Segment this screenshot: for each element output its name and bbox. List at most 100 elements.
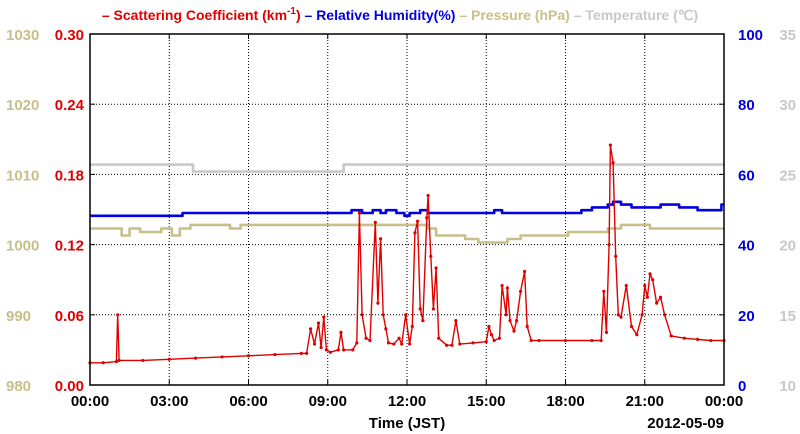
scattering-coefficient-point — [614, 254, 618, 258]
scattering-coefficient-point — [431, 307, 436, 311]
scattering-coefficient-point — [518, 289, 523, 293]
scattering-coefficient-point — [640, 313, 644, 317]
scattering-coefficient-point — [709, 338, 713, 343]
axes: 00:00 03:00 06:00 09:00 12:00 15:00 18:00 21:00… — [6, 27, 796, 410]
scattering-coefficient-point — [425, 216, 429, 220]
pressure-tick-label: 980 — [6, 378, 31, 395]
scattering-coefficient-point — [368, 338, 372, 343]
scattering-coefficient-point — [450, 343, 454, 347]
scattering-coefficient-point — [404, 313, 408, 317]
scattering-coefficient-point — [246, 354, 251, 358]
scattering-coefficient-point — [504, 313, 508, 317]
humidity-tick-label: 100 — [738, 27, 763, 44]
scattering-coefficient-point — [305, 351, 309, 356]
plot-frame — [89, 33, 725, 386]
scattering-coefficient-point — [319, 345, 323, 350]
scattering-coefficient-point — [324, 348, 329, 352]
scattering-coefficient-point — [454, 319, 458, 323]
scattering-coefficient-point — [537, 338, 541, 343]
scattering-coefficient-point — [410, 324, 414, 329]
scattering-tick-label: 0.12 — [55, 238, 84, 255]
scattering-coefficient-point — [220, 355, 224, 359]
scattering-coefficient-point — [429, 254, 433, 258]
scattering-coefficient-point — [602, 289, 606, 293]
temperature-tick-label: 20 — [779, 238, 796, 255]
scattering-coefficient-point — [437, 336, 441, 340]
x-tick-label: 18:00 — [546, 393, 584, 410]
legend-swatch: – — [455, 7, 471, 23]
scattering-coefficient-point — [360, 313, 364, 317]
scattering-coefficient-point — [525, 324, 529, 329]
scattering-coefficient-point — [682, 336, 686, 340]
scattering-coefficient-point — [342, 348, 346, 352]
humidity-tick-label: 80 — [738, 97, 755, 114]
x-tick-label: 00:00 — [71, 393, 109, 410]
scattering-coefficient-point — [643, 283, 647, 288]
scattering-coefficient-point — [434, 266, 438, 270]
scattering-coefficient-point — [299, 351, 303, 356]
scattering-coefficient-point — [487, 324, 491, 329]
scattering-coefficient-point — [695, 337, 700, 341]
scattering-coefficient-point — [426, 193, 430, 198]
scattering-coefficient-point — [619, 315, 623, 319]
x-tick-label: 00:00 — [705, 393, 743, 410]
scattering-coefficient-point — [322, 315, 326, 319]
scattering-coefficient-point — [624, 283, 628, 288]
scattering-coefficient-point — [599, 338, 603, 343]
scattering-coefficient-point — [616, 313, 620, 317]
scattering-coefficient-point — [659, 295, 663, 299]
pressure-tick-label: 1030 — [6, 27, 39, 44]
date-label: 2012-05-09 — [647, 415, 724, 432]
scattering-coefficient-point — [167, 357, 171, 361]
legend-text: – Scattering Coefficient (km-1) – Relati… — [102, 6, 698, 23]
scattering-coefficient-point — [339, 330, 343, 334]
legend-label-suffix: ) — [296, 7, 301, 23]
scattering-coefficient-point — [648, 272, 652, 276]
scattering-coefficient-point — [373, 220, 377, 224]
scattering-tick-label: 0.00 — [55, 378, 84, 395]
scattering-coefficient-point — [392, 342, 396, 346]
scattering-coefficient-point — [101, 361, 105, 365]
temperature-tick-label: 15 — [779, 308, 796, 325]
legend-swatch: – — [301, 7, 317, 23]
scattering-coefficient-point — [381, 313, 385, 317]
scattering-coefficient-point — [351, 348, 355, 352]
scattering-coefficient-point — [378, 237, 383, 241]
scattering-coefficient-point — [386, 341, 391, 345]
humidity-tick-label: 60 — [738, 167, 755, 184]
temperature-tick-label: 35 — [779, 27, 796, 44]
pressure-tick-label: 1000 — [6, 238, 39, 255]
legend-label: Relative Humidity(%) — [316, 7, 455, 23]
scattering-coefficient-point — [357, 211, 362, 215]
legend: – Scattering Coefficient (km-1) – Relati… — [102, 6, 698, 23]
legend-swatch: – — [102, 7, 114, 23]
scattering-coefficient-point — [336, 348, 340, 352]
humidity-tick-label: 20 — [738, 308, 755, 325]
scattering-coefficient-point — [607, 243, 611, 247]
scattering-coefficient-point — [629, 324, 634, 329]
scattering-coefficient-point — [522, 269, 527, 274]
scattering-coefficient-point — [651, 278, 655, 282]
scattering-coefficient-point — [384, 327, 388, 331]
scattering-coefficient-point — [515, 319, 519, 323]
scattering-coefficient-point — [471, 341, 475, 345]
scattering-tick-label: 0.06 — [55, 308, 84, 325]
scattering-coefficient-point — [512, 329, 516, 333]
series-layer — [88, 143, 726, 365]
scattering-coefficient-point — [669, 334, 673, 338]
pressure-tick-label: 1010 — [6, 167, 39, 184]
scattering-coefficient-point — [604, 330, 609, 334]
x-tick-label: 03:00 — [150, 393, 188, 410]
legend-superscript: -1 — [287, 6, 296, 17]
scattering-coefficient-point — [529, 338, 533, 343]
scattering-coefficient-point — [376, 301, 380, 305]
scattering-coefficient-point — [355, 341, 359, 345]
legend-swatch: – — [570, 7, 586, 23]
legend-label: Temperature (℃) — [585, 7, 698, 23]
scattering-coefficient-point — [141, 358, 145, 363]
temperature-line — [90, 163, 724, 173]
x-tick-label: 06:00 — [229, 393, 267, 410]
scattering-coefficient-point — [194, 356, 198, 360]
scattering-coefficient-point — [563, 338, 568, 343]
